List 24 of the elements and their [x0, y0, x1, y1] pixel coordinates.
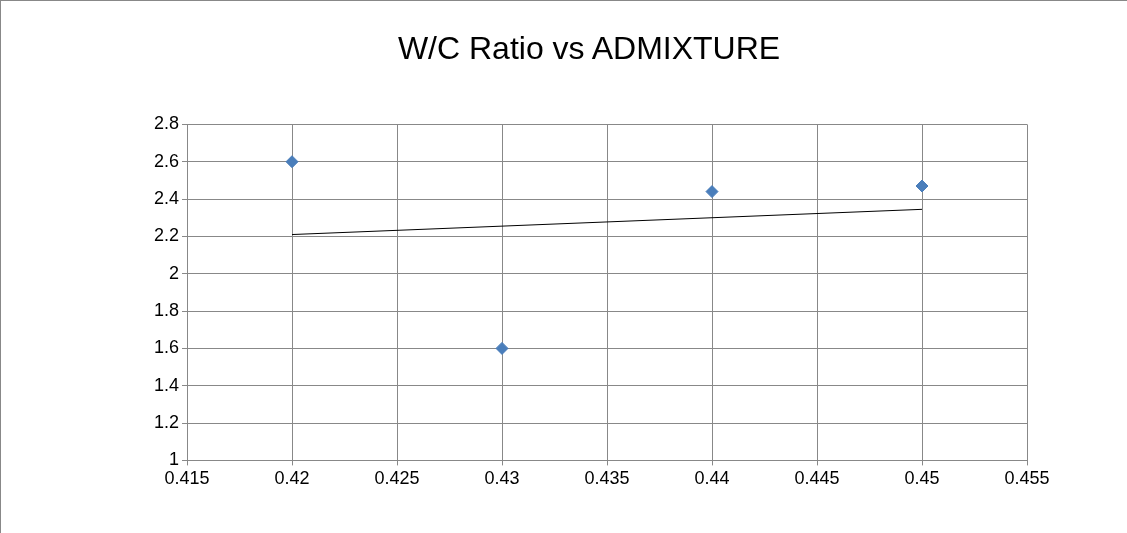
- y-tick-label: 2.8: [153, 113, 180, 134]
- point: [915, 179, 929, 193]
- x-tick-label: 0.45: [904, 468, 940, 489]
- y-tick-label: 2.6: [153, 150, 180, 171]
- y-tick-label: 2: [169, 262, 180, 283]
- y-tick-label: 2.2: [153, 225, 180, 246]
- x-tick-label: 0.44: [694, 468, 730, 489]
- x-tick-label: 0.435: [584, 468, 630, 489]
- x-tick-label: 0.43: [484, 468, 520, 489]
- chart-title: W/C Ratio vs ADMIXTURE: [397, 30, 781, 67]
- y-tick-label: 1.2: [153, 412, 180, 433]
- x-tick-label: 0.455: [1004, 468, 1050, 489]
- x-tick-label: 0.445: [794, 468, 840, 489]
- point: [705, 185, 719, 199]
- y-tick-label: 1.8: [153, 300, 180, 321]
- x-tick-label: 0.415: [164, 468, 210, 489]
- y-tick-label: 1.4: [153, 374, 180, 395]
- y-tick-label: 2.4: [153, 188, 180, 209]
- x-tick-label: 0.425: [374, 468, 420, 489]
- point: [495, 341, 509, 355]
- x-tick-label: 0.42: [274, 468, 310, 489]
- point: [285, 155, 299, 169]
- y-tick-label: 1: [169, 449, 180, 470]
- y-tick-label: 1.6: [153, 337, 180, 358]
